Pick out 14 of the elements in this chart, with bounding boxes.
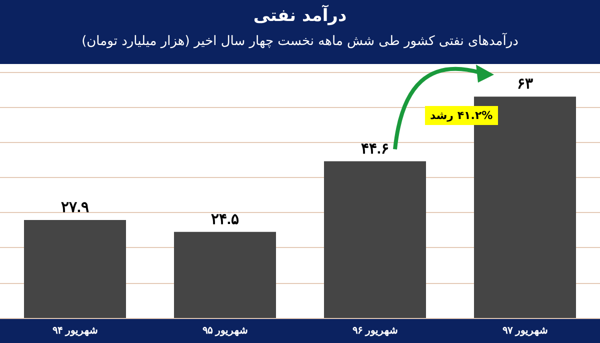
chart-title: درآمد نفتی: [252, 6, 348, 26]
x-tick-label: شهریور ۹۴: [52, 326, 98, 336]
data-label: ۴۴.۶: [360, 140, 390, 158]
chart-subtitle: درآمدهای نفتی کشور طی شش ماهه نخست چهار سال اخیر (هزار میلیارد تومان): [80, 34, 520, 49]
bar: [24, 220, 126, 318]
data-label: ۲۷.۹: [60, 198, 90, 216]
data-label: ۲۴.۵: [210, 210, 240, 228]
annotation: ۴۱.۲% رشد: [425, 106, 498, 126]
bar: [324, 161, 426, 318]
x-tick-label: شهریور ۹۶: [352, 326, 398, 336]
x-tick-label: شهریور ۹۷: [502, 326, 548, 336]
bar: [174, 232, 276, 318]
x-tick-label: شهریور ۹۵: [202, 326, 248, 336]
data-label: ۶۳: [517, 76, 533, 93]
